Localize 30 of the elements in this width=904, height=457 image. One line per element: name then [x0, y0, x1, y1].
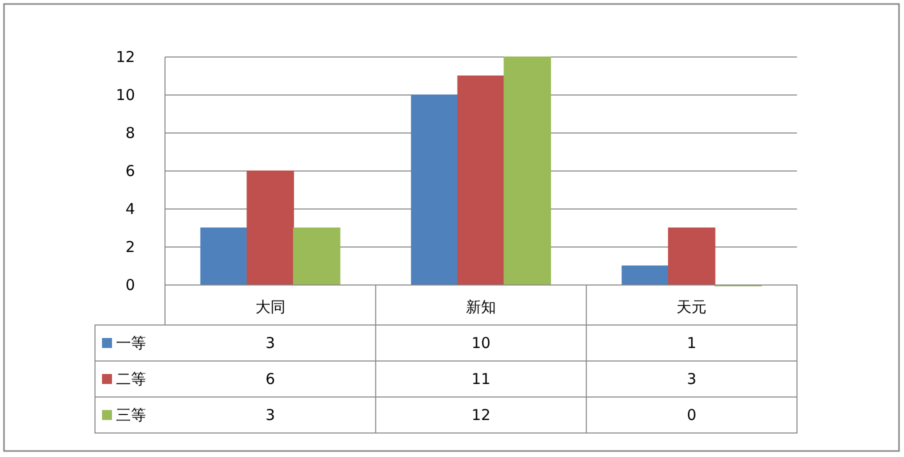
bar — [410, 94, 458, 286]
data-label: 6 — [266, 370, 276, 388]
bar — [504, 56, 552, 286]
bar — [457, 76, 505, 286]
data-label: 11 — [471, 370, 491, 388]
bar — [200, 228, 248, 286]
data-label: 3 — [266, 334, 276, 352]
x-tick-label: 大同 — [255, 298, 286, 316]
bar — [668, 228, 716, 286]
x-tick-label: 新知 — [466, 298, 496, 316]
x-tick-label: 天元 — [676, 298, 707, 316]
legend-label: 三等 — [116, 406, 146, 424]
y-tick-label: 4 — [125, 200, 135, 218]
legend-label: 二等 — [116, 370, 146, 388]
data-label: 12 — [471, 406, 491, 424]
bar — [246, 170, 294, 286]
y-tick-label: 2 — [125, 238, 135, 256]
data-label: 3 — [686, 370, 696, 388]
y-tick-label: 8 — [125, 124, 135, 142]
data-label: 1 — [686, 334, 696, 352]
bar — [293, 228, 340, 286]
legend-label: 一等 — [116, 334, 146, 352]
y-tick-label: 0 — [125, 276, 135, 294]
y-tick-label: 12 — [116, 48, 135, 66]
data-label: 10 — [471, 334, 491, 352]
data-label: 0 — [686, 406, 696, 424]
y-tick-label: 10 — [116, 86, 135, 104]
data-label: 3 — [266, 406, 276, 424]
bar — [622, 266, 669, 286]
y-tick-label: 6 — [125, 162, 135, 180]
